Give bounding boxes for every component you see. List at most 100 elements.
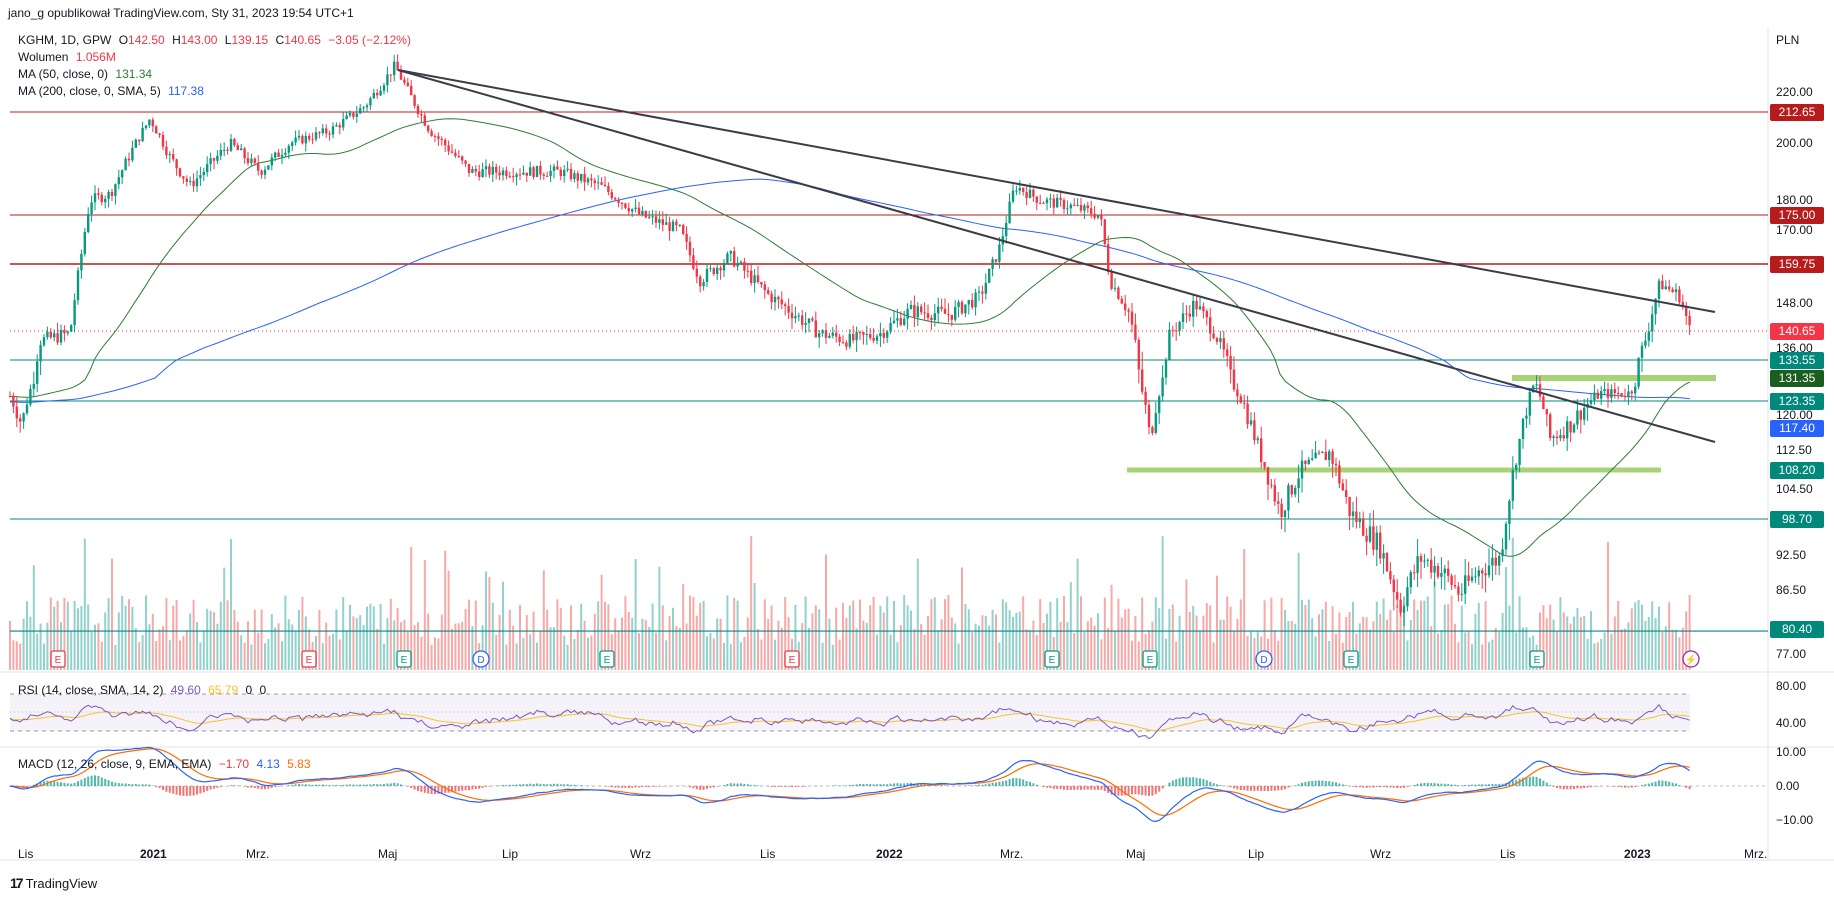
macd-tick-neg10: −10.00 <box>1776 813 1814 827</box>
macd-hist-bar <box>1494 784 1497 786</box>
candle-body <box>430 131 433 137</box>
macd-hist-bar <box>1212 783 1215 786</box>
ma50-legend[interactable]: MA (50, close, 0) 131.34 <box>18 66 152 82</box>
candle-body <box>1249 420 1253 425</box>
volume-bar <box>920 624 923 670</box>
macd-hist-bar <box>1501 783 1504 786</box>
macd-hist-bar <box>1127 786 1130 795</box>
candle-body <box>835 332 838 337</box>
candle-body <box>722 263 726 271</box>
volume-bar <box>927 615 929 670</box>
volume-bar <box>417 622 419 670</box>
macd-hist-bar <box>1562 786 1565 790</box>
volume-bar <box>1634 602 1637 670</box>
ma200-line <box>9 178 1691 403</box>
macd-hist-bar <box>801 786 804 787</box>
macd-hist-bar <box>753 785 756 786</box>
macd-hist-bar <box>457 786 460 792</box>
price-tag: 80.40 <box>1770 621 1824 638</box>
volume-bar <box>485 571 487 670</box>
volume-bar <box>661 605 664 670</box>
macd-hist-bar <box>298 783 300 786</box>
candle-body <box>532 167 535 177</box>
candle-body <box>1436 565 1440 577</box>
candle-body <box>1120 298 1123 304</box>
candle-body <box>257 162 260 171</box>
volume-bar <box>750 536 753 670</box>
candle-body <box>1161 377 1164 397</box>
candle-body <box>858 331 862 333</box>
candle-body <box>178 168 182 177</box>
rsi-legend[interactable]: RSI (14, close, SMA, 14, 2) 49.60 65.79 … <box>18 682 266 698</box>
volume-bar <box>889 634 892 670</box>
volume-bar <box>1661 631 1664 670</box>
candle-body <box>1256 438 1259 441</box>
candle-body <box>831 332 834 336</box>
volume-bar <box>1569 623 1572 670</box>
macd-hist-bar <box>481 786 484 788</box>
volume-bar <box>1450 595 1453 670</box>
macd-hist-bar <box>559 784 562 786</box>
macd-legend[interactable]: MACD (12, 26, close, 9, EMA, EMA) −1.70 … <box>18 756 311 772</box>
volume-bar <box>563 635 566 670</box>
event-marker-icon <box>1255 650 1273 668</box>
symbol-legend[interactable]: KGHM, 1D, GPW O142.50 H143.00 L139.15 C1… <box>18 32 411 48</box>
candle-body <box>964 304 967 314</box>
macd-hist-bar <box>393 782 396 786</box>
candle-body <box>1606 389 1610 398</box>
candle-body <box>556 166 559 170</box>
volume-bar <box>879 605 882 670</box>
candle-body <box>403 79 406 83</box>
candle-body <box>362 107 365 109</box>
macd-hist-bar <box>1675 783 1677 786</box>
macd-hist-bar <box>991 782 994 786</box>
volume-bar <box>716 618 719 670</box>
candle-body <box>1052 198 1055 208</box>
volume-bar <box>383 643 385 670</box>
macd-hist-bar <box>80 779 83 786</box>
volume-bar <box>1559 597 1562 670</box>
volume-bar <box>209 610 212 670</box>
volume-bar <box>128 599 130 670</box>
candle-body <box>712 268 715 275</box>
volume-bar <box>1651 601 1654 670</box>
volume-bar <box>1127 608 1130 670</box>
candle-body <box>746 270 749 272</box>
candle-body <box>1280 503 1283 517</box>
volume-bar <box>284 595 287 670</box>
volume-bar <box>825 554 827 670</box>
candle-body <box>1093 213 1096 218</box>
macd-hist-bar <box>1668 781 1671 786</box>
volume-bar <box>1454 623 1456 670</box>
macd-hist-bar <box>97 775 100 786</box>
volume-bar <box>1471 644 1473 670</box>
candle-body <box>433 136 437 138</box>
volume-bar <box>104 612 107 670</box>
candle-body <box>977 291 981 293</box>
macd-hist-bar <box>1664 780 1667 786</box>
candle-body <box>406 82 409 86</box>
ma200-legend[interactable]: MA (200, close, 0, SMA, 5) 117.38 <box>18 83 204 99</box>
candle-body <box>770 293 773 303</box>
volume-bar <box>444 550 447 670</box>
price-tag: 212.65 <box>1770 104 1824 121</box>
volume-legend[interactable]: Wolumen 1.056M <box>18 49 116 65</box>
candle-body <box>365 105 369 108</box>
time-tick: Wrz <box>1370 847 1392 861</box>
tradingview-logo[interactable]: 17 TradingView <box>10 875 97 891</box>
candle-body <box>1035 196 1038 203</box>
macd-hist-bar <box>906 783 909 786</box>
candle-body <box>926 313 930 318</box>
macd-hist-bar <box>1430 783 1433 786</box>
macd-hist-bar <box>1641 785 1643 786</box>
volume-bar <box>1447 604 1450 670</box>
macd-hist-bar <box>661 786 664 787</box>
volume-bar <box>723 642 725 670</box>
symbol-name: KGHM, 1D, GPW <box>18 33 112 47</box>
volume-bar <box>372 606 375 670</box>
volume-bar <box>162 626 164 670</box>
volume-bar <box>930 599 933 670</box>
macd-hist-bar <box>937 785 940 786</box>
volume-bar <box>434 637 436 670</box>
